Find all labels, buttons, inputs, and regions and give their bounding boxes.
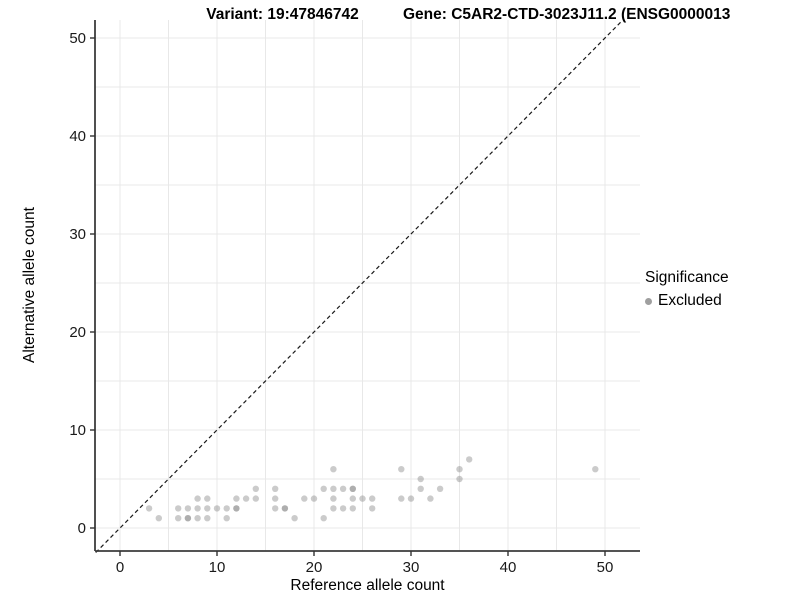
data-point	[184, 505, 192, 512]
y-tick-label: 50	[69, 30, 86, 47]
data-point	[339, 485, 347, 492]
data-point	[194, 505, 201, 512]
data-point	[330, 505, 337, 512]
data-point	[242, 495, 250, 502]
data-point	[272, 495, 279, 502]
data-point	[204, 515, 211, 522]
data-point	[213, 505, 221, 512]
data-point	[320, 485, 327, 492]
data-point	[194, 515, 201, 522]
x-tick-label: 10	[209, 559, 226, 576]
data-point	[330, 466, 337, 473]
data-point	[204, 495, 211, 502]
y-tick-label: 40	[69, 128, 86, 145]
identity-line	[95, 19, 623, 553]
legend-item-excluded: Excluded	[645, 292, 729, 310]
data-point	[233, 505, 240, 512]
data-point	[252, 495, 259, 502]
data-point	[398, 495, 405, 502]
data-point	[291, 515, 298, 522]
data-point	[145, 505, 153, 512]
x-axis-ticks: 0 10 20 30 40 50	[116, 551, 614, 576]
data-point	[330, 485, 337, 492]
data-point	[281, 505, 289, 512]
data-point	[252, 485, 259, 492]
gridlines	[95, 20, 640, 551]
data-point	[184, 515, 192, 522]
data-point	[272, 505, 279, 512]
legend: Significance Excluded	[645, 269, 729, 310]
x-tick-label: 30	[403, 559, 420, 576]
data-point	[272, 485, 279, 492]
data-point	[223, 515, 230, 522]
data-point	[369, 505, 376, 512]
data-point	[417, 485, 424, 492]
data-point	[369, 495, 376, 502]
x-tick-label: 0	[116, 559, 124, 576]
legend-marker-excluded-icon	[645, 297, 652, 305]
data-point	[349, 505, 356, 512]
x-tick-label: 50	[597, 559, 614, 576]
x-axis-label: Reference allele count	[290, 577, 445, 594]
scatter-points	[145, 456, 599, 522]
data-point	[233, 505, 240, 512]
y-tick-label: 20	[69, 324, 86, 341]
data-point	[155, 515, 162, 522]
data-point	[427, 495, 434, 502]
axis-lines	[94, 20, 640, 552]
data-point	[281, 505, 289, 512]
data-point	[175, 515, 182, 522]
gene-title: Gene: C5AR2-CTD-3023J11.2 (ENSG0000013	[403, 6, 731, 23]
data-point	[194, 495, 201, 502]
data-point	[592, 466, 599, 473]
data-point	[310, 495, 318, 502]
variant-title: Variant: 19:47846742	[206, 6, 359, 23]
data-point	[204, 505, 211, 512]
x-tick-label: 20	[306, 559, 323, 576]
data-point	[398, 466, 405, 473]
data-point	[456, 475, 463, 483]
data-point	[417, 475, 424, 483]
x-tick-label: 40	[500, 559, 517, 576]
data-point	[223, 505, 230, 512]
data-point	[436, 485, 444, 492]
data-point	[184, 515, 192, 522]
y-tick-label: 30	[69, 226, 86, 243]
y-tick-label: 0	[78, 520, 86, 537]
y-tick-label: 10	[69, 422, 86, 439]
data-point	[349, 495, 356, 502]
legend-item-label: Excluded	[658, 292, 722, 309]
data-point	[339, 505, 347, 512]
data-point	[301, 495, 308, 502]
y-axis-label: Alternative allele count	[21, 207, 38, 363]
data-point	[175, 505, 182, 512]
legend-title: Significance	[645, 269, 729, 286]
data-point	[349, 485, 356, 492]
data-point	[359, 495, 366, 502]
data-point	[233, 495, 240, 502]
data-point	[320, 515, 327, 522]
data-point	[456, 466, 463, 473]
data-point	[330, 495, 337, 502]
y-axis-ticks: 0 10 20 30 40 50	[69, 30, 95, 537]
data-point	[407, 495, 415, 502]
data-point	[466, 456, 473, 463]
data-point	[349, 485, 356, 492]
